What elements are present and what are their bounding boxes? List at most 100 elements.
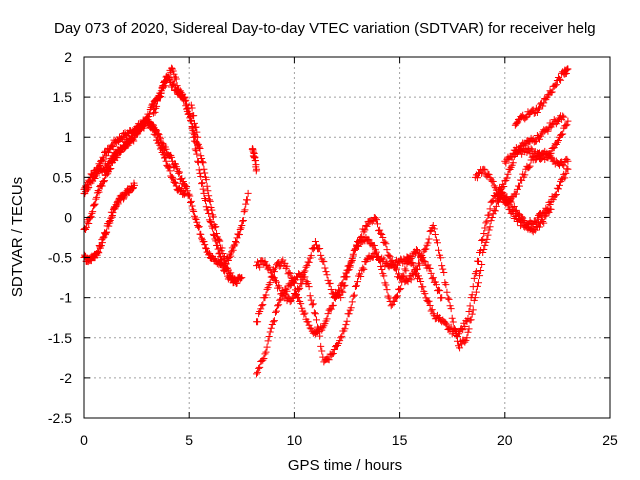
data-point [448,314,456,322]
data-point [135,126,143,134]
data-point [549,196,557,204]
data-point [278,258,286,266]
data-point [173,82,181,90]
data-point [392,266,400,274]
data-point [244,189,252,197]
x-axis-label: GPS time / hours [288,457,402,474]
y-tick-label: -0.5 [48,250,72,266]
data-point [225,270,233,278]
data-point [295,294,303,302]
data-point [425,235,433,243]
data-point [212,223,220,231]
data-point [372,248,380,256]
data-point [119,195,127,203]
data-point [90,201,98,209]
data-point [218,256,226,264]
data-point [428,306,436,314]
data-point [309,300,317,308]
data-point [251,157,259,165]
data-point [330,346,338,354]
y-tick-label: 1.5 [53,89,73,105]
data-point [435,246,443,254]
data-point [87,257,95,265]
data-point [378,231,386,238]
data-point [306,292,314,300]
data-point [341,273,349,281]
data-point [95,249,103,257]
data-point [215,236,223,244]
data-point [151,108,159,116]
data-point [202,203,210,211]
data-point [507,198,515,206]
data-point [320,258,328,266]
data-point [179,178,187,186]
data-point [363,255,371,263]
data-point [482,219,490,227]
data-point [444,294,452,302]
data-point [270,317,278,325]
data-point [239,217,247,225]
data-point [297,300,305,308]
data-point [503,174,511,182]
data-point [483,217,491,225]
data-point [188,104,196,112]
data-point [252,161,260,169]
data-point [390,297,398,305]
data-point [445,295,453,303]
data-point [190,208,198,216]
data-point [162,157,170,165]
data-point [259,356,267,364]
data-point [430,225,438,233]
data-point [202,197,210,205]
data-point [513,119,521,127]
data-point [170,80,178,88]
x-tick-label: 0 [80,432,88,448]
data-point [311,238,319,246]
data-point [404,258,412,266]
data-point [202,245,210,253]
data-point [554,137,562,145]
data-point [205,209,213,217]
data-point [376,256,384,264]
data-point [368,218,376,226]
data-point [183,100,191,108]
data-point [307,252,315,260]
data-point [117,135,125,143]
data-point [208,206,216,214]
data-point [348,257,356,265]
data-point [475,279,482,287]
data-point [375,252,383,260]
data-point [383,286,391,294]
data-point [154,130,162,138]
data-point [121,142,129,150]
data-point [317,251,325,259]
data-point [114,200,122,208]
data-point [547,205,555,213]
data-point [109,209,117,217]
data-point [487,217,495,225]
data-point [443,321,451,329]
data-point [321,264,329,272]
data-point [446,302,454,310]
data-point [318,347,326,355]
data-point [158,84,166,92]
data-point [426,301,434,309]
data-point [191,214,199,222]
data-point [310,309,318,317]
data-point [463,334,471,342]
data-point [544,127,552,135]
x-tick-label: 10 [287,432,303,448]
data-point [253,165,261,173]
data-point [198,180,206,188]
data-point [329,301,337,309]
data-point [342,321,350,329]
plot-frame [83,56,611,419]
data-point [382,240,390,248]
data-point [286,270,294,278]
data-point [273,307,281,315]
data-point [190,119,198,127]
data-point [475,257,482,265]
data-point [548,88,556,96]
data-point [540,219,548,227]
